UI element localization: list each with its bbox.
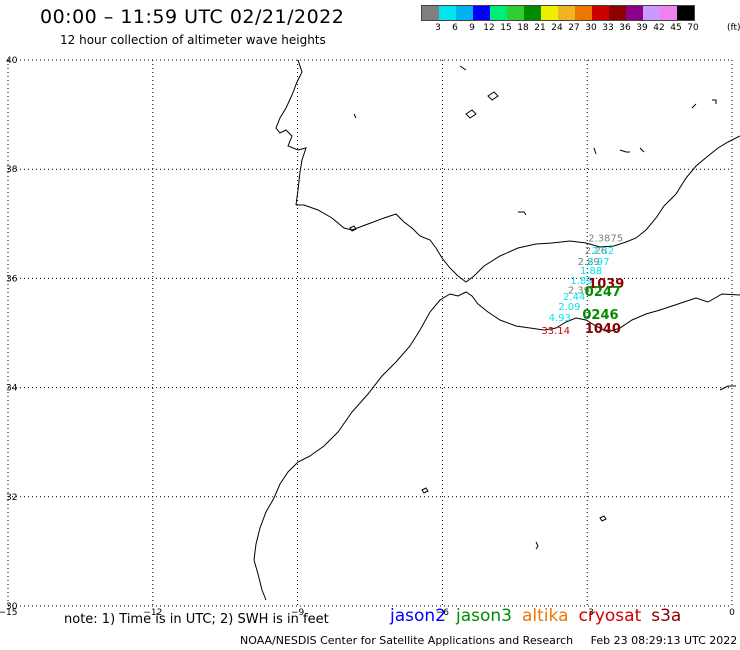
islet bbox=[719, 385, 736, 391]
credit-text: NOAA/NESDIS Center for Satellite Applica… bbox=[240, 634, 574, 647]
islet bbox=[459, 65, 467, 71]
legend-unit: (ft) bbox=[727, 23, 740, 33]
islet bbox=[349, 225, 357, 232]
islet bbox=[712, 99, 717, 104]
axis-labels: 40 38 36 34 32 30−15 −12 −9 −6 −3 0 bbox=[0, 56, 735, 618]
observation-label: 2.26 bbox=[585, 246, 607, 257]
longitude-label: −12 bbox=[143, 608, 162, 618]
legend-tick-label: 33 bbox=[602, 23, 614, 33]
satellite-jason3: jason3 bbox=[456, 606, 512, 626]
observation-label: 0246 bbox=[582, 308, 618, 323]
latitude-label: 36 bbox=[6, 274, 18, 284]
legend-tick-label: 15 bbox=[500, 23, 512, 33]
legend-swatch bbox=[473, 6, 490, 20]
legend-swatch bbox=[575, 6, 592, 20]
legend-swatch bbox=[541, 6, 558, 20]
satellite-cryosat: cryosat bbox=[578, 606, 642, 626]
chart-title: 00:00 – 11:59 UTC 02/21/2022 bbox=[40, 6, 345, 28]
observation-label: 2.89 bbox=[578, 257, 600, 268]
satellite-legend: jason2 jason3 altika cryosat s3a bbox=[390, 606, 681, 626]
islet bbox=[465, 109, 477, 119]
satellite-altika: altika bbox=[522, 606, 569, 626]
latitude-label: 38 bbox=[6, 165, 18, 175]
islet bbox=[639, 147, 645, 153]
observation-label: 2.44 bbox=[563, 292, 585, 303]
islet bbox=[619, 149, 630, 153]
chart-subtitle: 12 hour collection of altimeter wave hei… bbox=[60, 33, 326, 47]
satellite-s3a: s3a bbox=[651, 606, 682, 626]
legend-swatch bbox=[626, 6, 643, 20]
legend-tick-label: 45 bbox=[670, 23, 682, 33]
legend-tick-label: 42 bbox=[653, 23, 665, 33]
observation-label: 0247 bbox=[585, 285, 621, 300]
latitude-label: 30 bbox=[6, 602, 18, 612]
credit-line: NOAA/NESDIS Center for Satellite Applica… bbox=[240, 634, 737, 647]
legend-swatch bbox=[456, 6, 473, 20]
legend-tick-label: 30 bbox=[585, 23, 597, 33]
latitude-label: 32 bbox=[6, 493, 17, 503]
legend-tick-label: 12 bbox=[483, 23, 495, 33]
observation-label: 1039 bbox=[588, 277, 624, 292]
legend-tick-label: 21 bbox=[534, 23, 546, 33]
islet bbox=[599, 515, 607, 522]
legend-tick-label: 70 bbox=[687, 23, 699, 33]
coastline bbox=[253, 59, 740, 601]
footnote: note: 1) Time is in UTC; 2) SWH is in fe… bbox=[64, 612, 329, 627]
observation-label: 2.39 bbox=[568, 286, 590, 297]
observation-label: 1.89 bbox=[570, 276, 592, 287]
legend-tick-label: 3 bbox=[435, 23, 441, 33]
legend-swatch bbox=[592, 6, 609, 20]
islet bbox=[691, 103, 697, 109]
legend-swatches bbox=[421, 5, 695, 21]
legend-swatch bbox=[422, 6, 439, 20]
legend-tick-label: 36 bbox=[619, 23, 631, 33]
islet bbox=[487, 91, 499, 101]
islet bbox=[593, 147, 597, 155]
observation-label: 2.09 bbox=[558, 302, 580, 313]
legend-tick-label: 9 bbox=[469, 23, 475, 33]
islet bbox=[421, 487, 429, 494]
longitude-label: 0 bbox=[729, 608, 735, 618]
graticule bbox=[7, 59, 733, 607]
legend-tick-label: 24 bbox=[551, 23, 563, 33]
legend-swatch bbox=[558, 6, 575, 20]
legend-swatch bbox=[677, 6, 694, 20]
portugal-coast bbox=[275, 59, 307, 206]
color-legend: 3 6 9 12 15 18 21 24 27 30 33 36 39 42 45 70 (ft) bbox=[421, 5, 740, 35]
observation-label: 1040 bbox=[585, 322, 621, 337]
legend-tick-label: 6 bbox=[452, 23, 458, 33]
observation-label: 2.3875 bbox=[588, 233, 623, 244]
legend-swatch bbox=[643, 6, 660, 20]
observation-label: 33.14 bbox=[541, 326, 570, 337]
legend-ticks: 3 6 9 12 15 18 21 24 27 30 33 36 39 42 45 70 bbox=[421, 21, 699, 35]
legend-swatch bbox=[439, 6, 456, 20]
wave-height-observations: 2.3875 2.262.322.892.971.881.892.392.442.… bbox=[541, 233, 624, 337]
latitude-label: 34 bbox=[6, 384, 18, 394]
longitude-label: −15 bbox=[0, 608, 18, 618]
islet bbox=[518, 211, 527, 216]
spain-south-coast bbox=[296, 135, 740, 283]
legend-swatch bbox=[660, 6, 677, 20]
observation-label: 4.93 bbox=[549, 313, 571, 324]
islet bbox=[535, 541, 539, 550]
legend-tick-label: 27 bbox=[568, 23, 580, 33]
observation-label: 2.97 bbox=[587, 257, 609, 268]
longitude-label: −3 bbox=[581, 608, 594, 618]
observation-label: 2.32 bbox=[592, 246, 614, 257]
legend-swatch bbox=[490, 6, 507, 20]
satellite-jason2: jason2 bbox=[390, 606, 446, 626]
legend-tick-label: 18 bbox=[517, 23, 529, 33]
longitude-label: −9 bbox=[291, 608, 305, 618]
legend-swatch bbox=[507, 6, 524, 20]
generation-timestamp: Feb 23 08:29:13 UTC 2022 bbox=[590, 634, 738, 647]
islet bbox=[353, 113, 357, 119]
north-africa-coast bbox=[253, 291, 740, 601]
legend-tick-label: 39 bbox=[636, 23, 648, 33]
legend-swatch bbox=[609, 6, 626, 20]
observation-label: 1.88 bbox=[580, 266, 602, 277]
legend-swatch bbox=[524, 6, 541, 20]
latitude-label: 40 bbox=[6, 56, 18, 66]
longitude-label: −6 bbox=[436, 608, 450, 618]
